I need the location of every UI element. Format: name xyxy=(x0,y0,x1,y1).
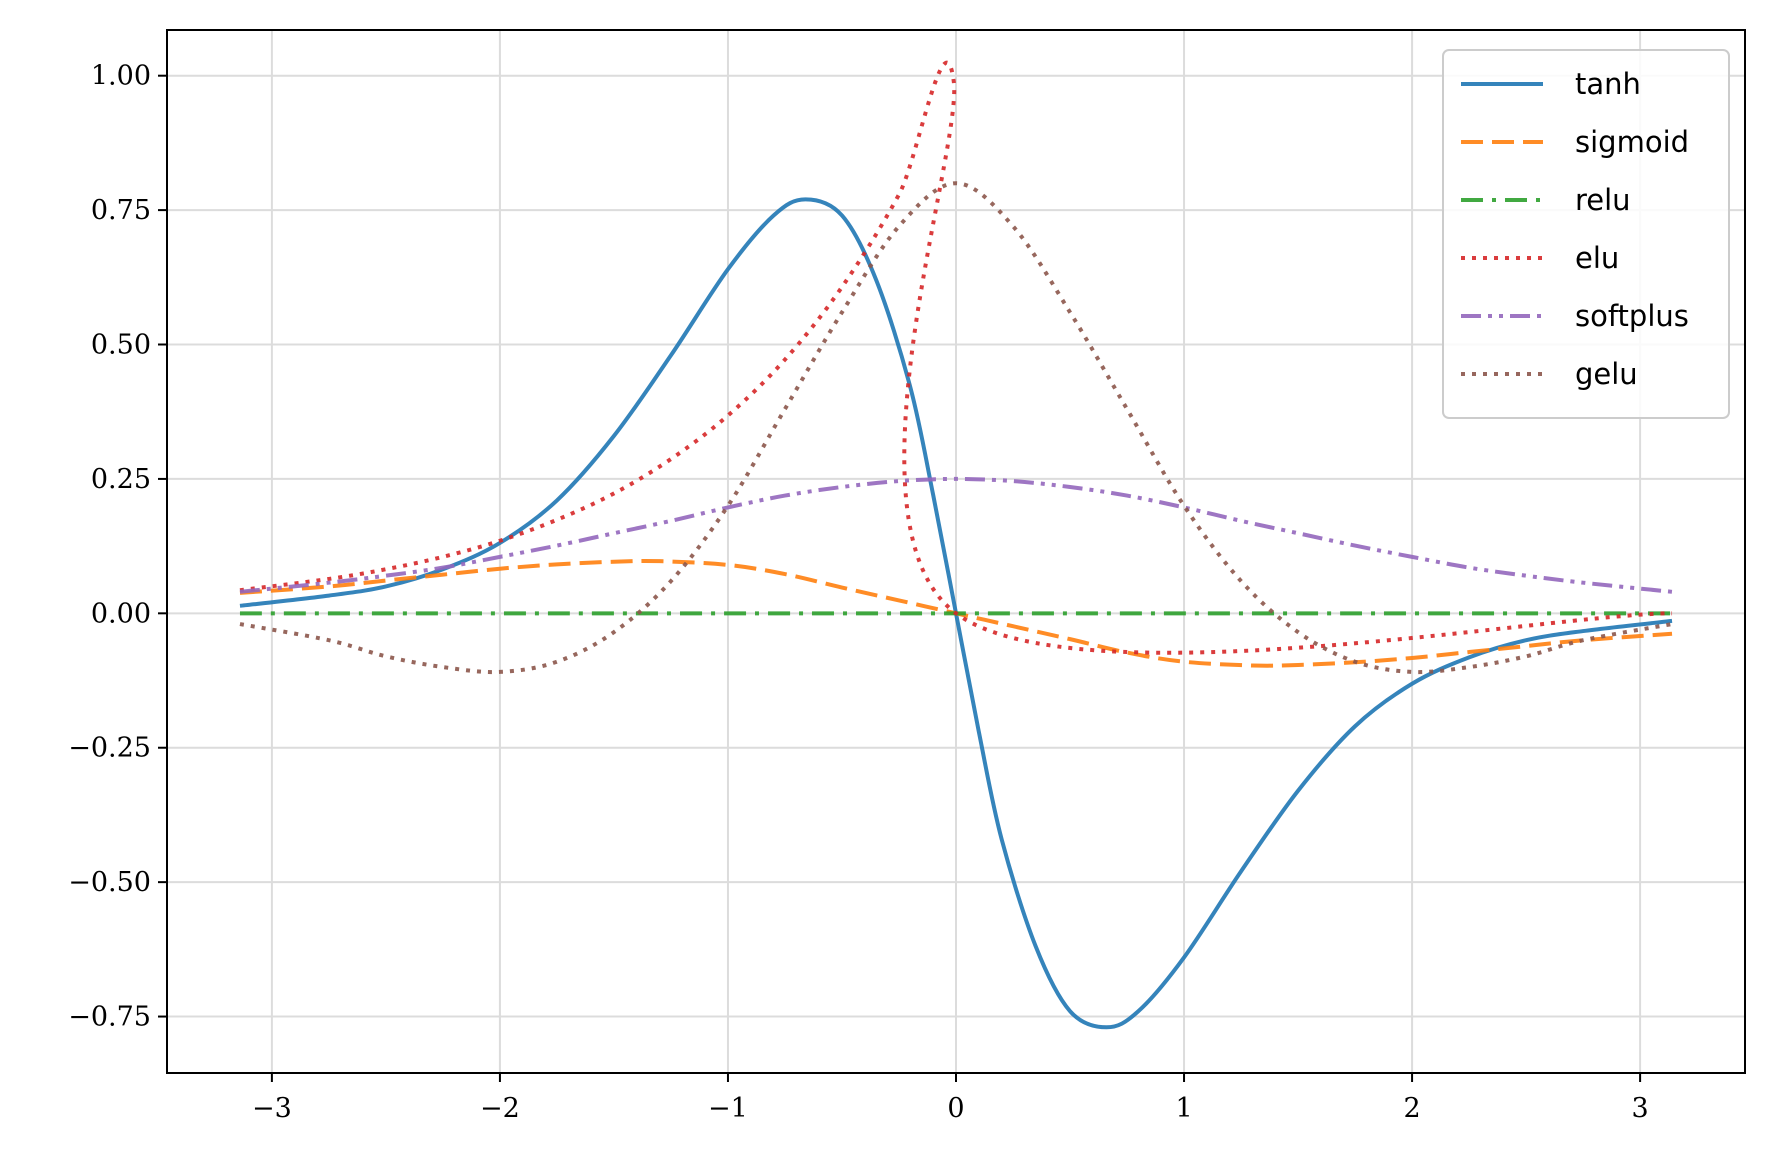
y-tick-label: −0.75 xyxy=(68,1002,151,1033)
x-tick-label: 2 xyxy=(1403,1093,1420,1124)
legend-box xyxy=(1442,49,1730,419)
legend-label-tanh: tanh xyxy=(1575,67,1641,101)
y-tick-label: 0.75 xyxy=(91,195,151,226)
series-lines xyxy=(239,60,1673,1030)
y-tick-label: 0.50 xyxy=(91,330,151,361)
x-tick-label: 3 xyxy=(1632,1093,1649,1124)
legend-label-softplus: softplus xyxy=(1575,299,1689,333)
legend-label-gelu: gelu xyxy=(1575,357,1638,391)
x-tick-label: −2 xyxy=(480,1093,520,1124)
x-tick-label: −1 xyxy=(708,1093,748,1124)
x-tick-label: 1 xyxy=(1175,1093,1192,1124)
y-tick-label: 1.00 xyxy=(91,61,151,92)
series-line-softplus xyxy=(239,476,1673,594)
legend-label-sigmoid: sigmoid xyxy=(1575,125,1689,159)
y-tick-label: 0.00 xyxy=(91,598,151,629)
legend: tanh sigmoid relu elu softplus gelu xyxy=(1442,49,1730,419)
y-tick-label: 0.25 xyxy=(91,464,151,495)
x-tick-label: 0 xyxy=(947,1093,964,1124)
axis-ticks: −3 −2 −1 0 1 2 3 −0.75 −0.50 −0.25 0.00 0.25 0.50 0.7… xyxy=(68,61,1648,1124)
legend-label-elu: elu xyxy=(1575,241,1619,275)
y-tick-label: −0.50 xyxy=(68,867,151,898)
legend-label-relu: relu xyxy=(1575,183,1631,217)
y-tick-label: −0.25 xyxy=(68,733,151,764)
series-line-gelu xyxy=(239,181,1673,675)
x-tick-label: −3 xyxy=(252,1093,292,1124)
